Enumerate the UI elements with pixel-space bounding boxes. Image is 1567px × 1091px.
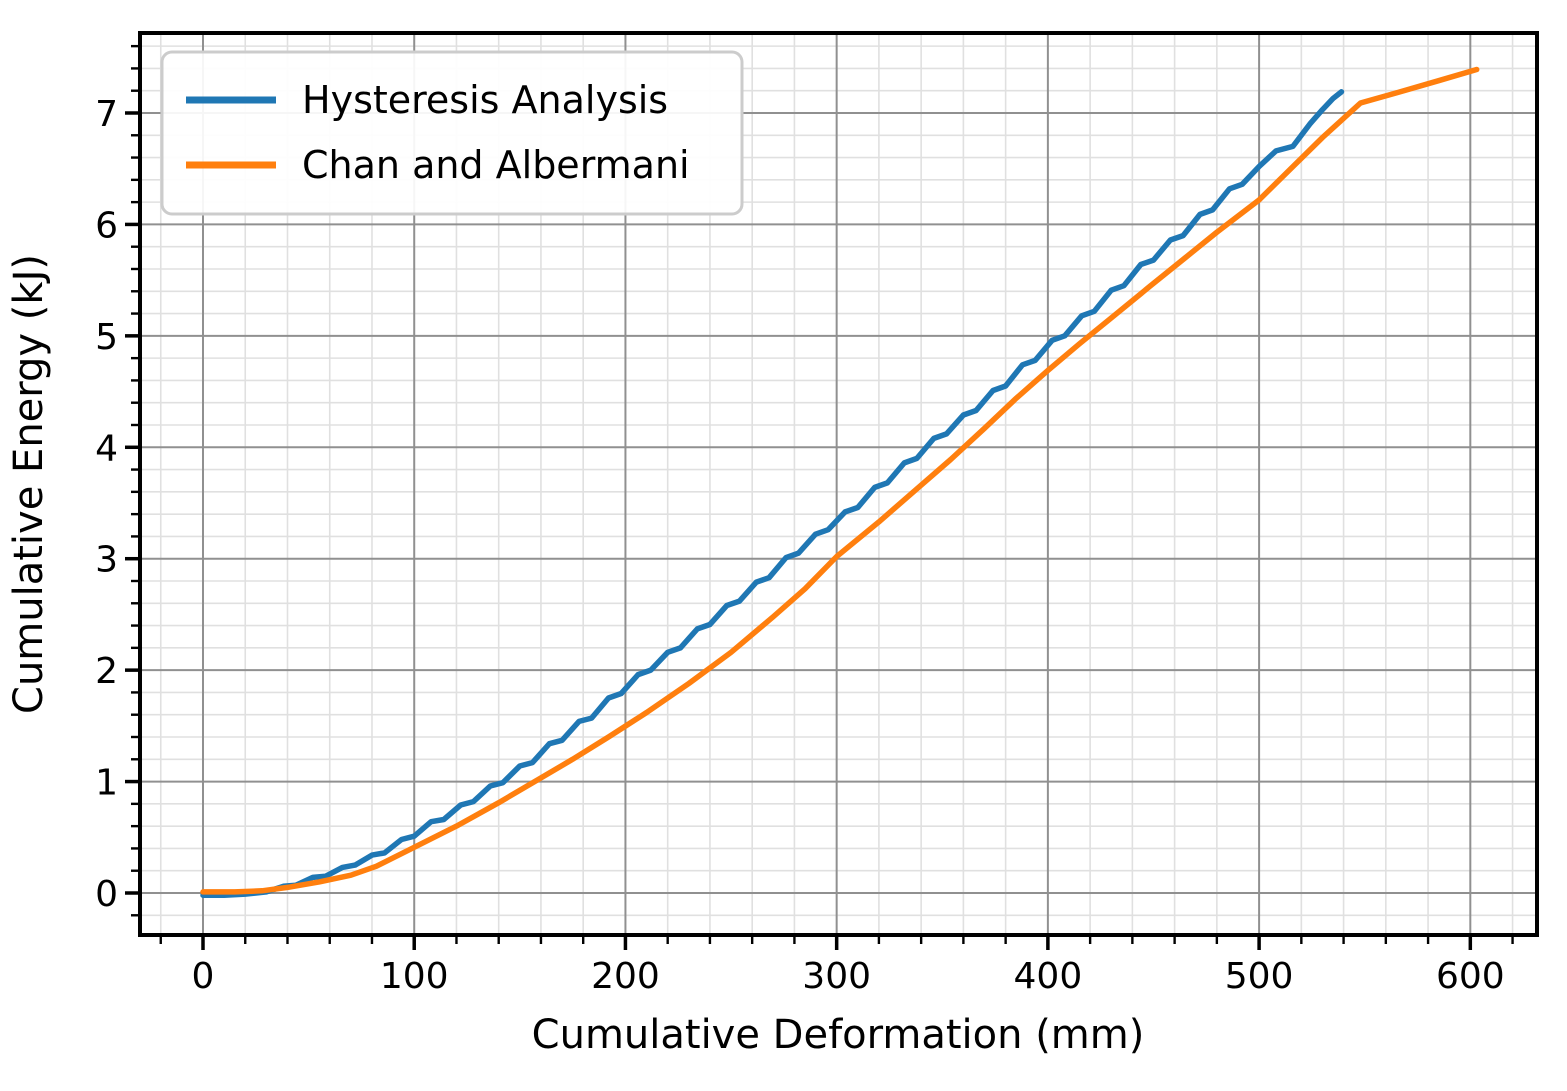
y-tick-label: 2 — [95, 651, 118, 692]
y-tick-label: 7 — [95, 94, 118, 135]
x-tick-label: 500 — [1225, 956, 1294, 997]
series-lines — [200, 66, 1480, 898]
y-tick-label: 6 — [95, 205, 118, 246]
y-tick-label: 1 — [95, 763, 118, 804]
legend-box — [160, 50, 744, 216]
series-line-chan — [200, 66, 1480, 895]
x-tick-labels: 0 100 200 300 400 500 600 — [192, 956, 1505, 997]
x-tick-label: 300 — [802, 956, 871, 997]
legend-label-chan: Chan and Albermani — [302, 143, 690, 187]
y-axis-label: Cumulative Energy (kJ) — [6, 254, 52, 714]
x-axis-label: Cumulative Deformation (mm) — [532, 1012, 1145, 1058]
y-tick-label: 0 — [95, 874, 118, 915]
x-tick-label: 600 — [1436, 956, 1505, 997]
legend: Hysteresis Analysis Chan and Albermani — [160, 50, 744, 216]
y-tick-label: 4 — [95, 428, 118, 469]
x-tick-label: 200 — [591, 956, 660, 997]
x-tick-label: 100 — [380, 956, 449, 997]
plot-border — [138, 31, 1539, 937]
legend-label-hysteresis: Hysteresis Analysis — [302, 78, 668, 122]
x-tick-label: 0 — [192, 956, 215, 997]
y-tick-labels: 0 1 2 3 4 5 6 7 — [95, 94, 118, 915]
x-tick-label: 400 — [1014, 956, 1083, 997]
axis-ticks — [125, 44, 1514, 950]
series-line-hysteresis — [200, 89, 1345, 898]
y-tick-label: 3 — [95, 540, 118, 581]
y-tick-label: 5 — [95, 317, 118, 358]
